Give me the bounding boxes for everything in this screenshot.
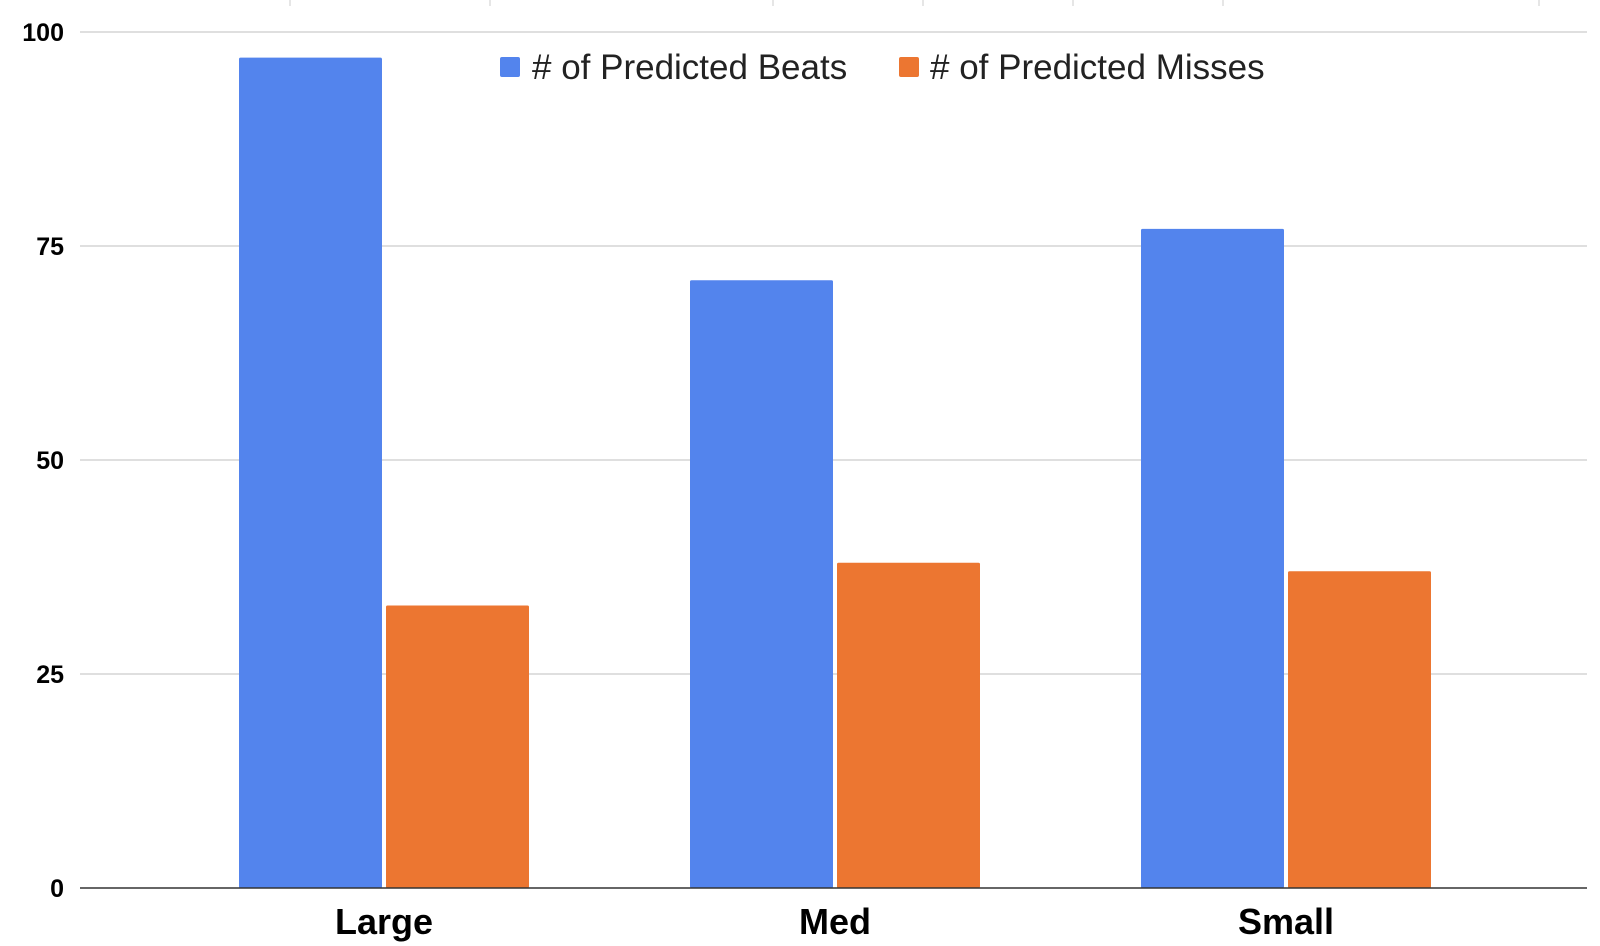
y-axis-tick-labels: 0 25 50 75 100 [22,19,64,903]
bar-predicted-misses-med [837,562,980,888]
legend: # of Predicted Beats # of Predicted Misse… [500,48,1265,87]
y-tick-label: 50 [36,447,64,475]
x-category-label: Med [799,901,871,942]
y-tick-label: 100 [22,19,64,47]
x-category-label: Large [335,901,433,942]
legend-swatch [500,57,520,77]
bar-predicted-beats-large [239,57,382,889]
bar-predicted-misses-large [386,605,529,888]
top-minor-ticks [289,0,1540,6]
x-category-label: Small [1238,901,1334,942]
legend-entry-label: # of Predicted Beats [532,48,847,87]
y-tick-label: 0 [50,875,64,903]
legend-swatch [899,57,919,77]
bars [239,57,1431,889]
y-tick-label: 75 [36,233,64,261]
x-axis-category-labels: Large Med Small [335,901,1334,942]
bar-predicted-misses-small [1288,571,1431,888]
y-tick-label: 25 [36,661,64,689]
legend-entry-label: # of Predicted Misses [930,48,1265,87]
bar-predicted-beats-med [690,280,833,888]
bar-predicted-beats-small [1141,228,1284,888]
